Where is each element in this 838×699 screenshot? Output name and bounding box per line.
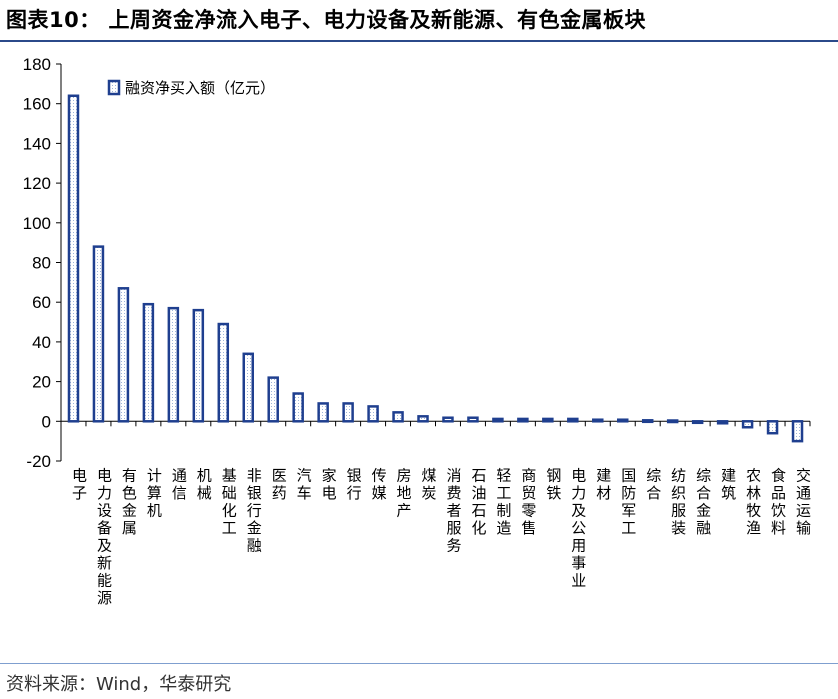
y-tick-label: 40 <box>32 333 51 352</box>
legend-label: 融资净买入额（亿元） <box>125 79 275 97</box>
x-tick-label: 综合金融 <box>696 466 711 537</box>
x-tick-label: 计算机 <box>147 466 162 519</box>
bar-13 <box>367 405 379 423</box>
x-tick-label: 电力设备及新能源 <box>97 466 112 607</box>
bar-11 <box>317 402 329 423</box>
x-tick-label: 商贸零售 <box>521 466 536 537</box>
x-tick-label: 汽车 <box>297 466 312 502</box>
x-tick-label: 通信 <box>172 466 187 502</box>
bar-23 <box>617 418 629 423</box>
x-tick-label: 农林牧渔 <box>746 466 761 537</box>
legend-swatch <box>107 79 121 96</box>
x-tick-label: 国防军工 <box>621 466 636 537</box>
x-tick-label: 综合 <box>646 466 661 502</box>
x-tick-label: 石油石化 <box>471 466 486 537</box>
x-tick-label: 纺织服装 <box>671 466 686 537</box>
bar-8 <box>242 352 254 423</box>
x-tick-label: 电子 <box>72 466 87 502</box>
chart-title: 图表10： 上周资金净流入电子、电力设备及新能源、有色金属板块 <box>6 8 647 32</box>
y-tick-label: 20 <box>32 373 51 392</box>
x-tick-label: 传媒 <box>372 466 387 502</box>
bar-24 <box>641 419 654 424</box>
y-tick-label: 60 <box>32 293 51 312</box>
bar-15 <box>417 415 429 423</box>
y-tick-label: 160 <box>23 95 51 114</box>
y-tick-label: 100 <box>23 214 51 233</box>
bar-27 <box>716 420 729 425</box>
x-tick-label: 建材 <box>596 466 611 502</box>
bar-29 <box>766 420 779 435</box>
bar-2 <box>92 245 105 423</box>
bar-3 <box>117 287 130 423</box>
x-tick-label: 有色金属 <box>122 466 137 537</box>
bar-9 <box>267 376 279 423</box>
y-tick-label: 180 <box>23 55 51 74</box>
bar-1 <box>67 94 80 423</box>
y-tick-label: 80 <box>32 254 51 273</box>
x-tick-label: 钢铁 <box>546 466 561 502</box>
x-tick-label: 医药 <box>272 466 287 502</box>
x-tick-label: 基础化工 <box>222 466 237 537</box>
source-rule <box>0 663 838 664</box>
bar-12 <box>342 402 354 423</box>
y-tick-label: 120 <box>23 174 51 193</box>
x-tick-label: 煤炭 <box>422 466 437 502</box>
bar-30 <box>791 420 804 443</box>
bar-16 <box>442 416 454 423</box>
x-tick-label: 家电 <box>322 466 337 502</box>
bar-10 <box>292 392 304 423</box>
x-tick-label: 机械 <box>197 466 212 502</box>
bar-7 <box>217 322 230 423</box>
source-note: 资料来源：Wind，华泰研究 <box>6 674 232 695</box>
x-tick-label: 交通运输 <box>796 466 811 537</box>
y-tick-label: 140 <box>23 134 51 153</box>
x-tick-label: 轻工制造 <box>496 466 511 537</box>
x-tick-label: 建筑 <box>721 466 736 502</box>
y-tick-label: 0 <box>42 412 51 431</box>
bar-5 <box>167 306 180 423</box>
x-tick-label: 食品饮料 <box>771 466 786 537</box>
x-tick-label: 房地产 <box>397 466 412 519</box>
bar-14 <box>392 411 404 423</box>
y-tick-label: -20 <box>26 452 51 471</box>
bar-22 <box>592 418 604 423</box>
bar-20 <box>542 417 554 423</box>
title-rule <box>0 40 838 42</box>
bar-25 <box>666 419 679 424</box>
bar-chart: -20 0 20 40 60 80 100 120 140 160 180 电子电力设备及新能源有色… <box>23 55 811 607</box>
x-tick-label: 电力及公用事业 <box>571 466 586 589</box>
bar-19 <box>517 417 529 423</box>
bar-28 <box>741 420 754 429</box>
bar-6 <box>192 308 205 423</box>
bar-4 <box>142 302 155 423</box>
bar-17 <box>467 416 479 423</box>
x-tick-label: 银行 <box>347 466 362 502</box>
x-tick-label: 消费者服务 <box>446 466 461 554</box>
bar-21 <box>567 417 579 423</box>
bar-18 <box>492 417 504 423</box>
legend: 融资净买入额（亿元） <box>107 79 275 97</box>
x-tick-label: 非银行金融 <box>247 466 262 554</box>
bar-26 <box>691 420 704 425</box>
